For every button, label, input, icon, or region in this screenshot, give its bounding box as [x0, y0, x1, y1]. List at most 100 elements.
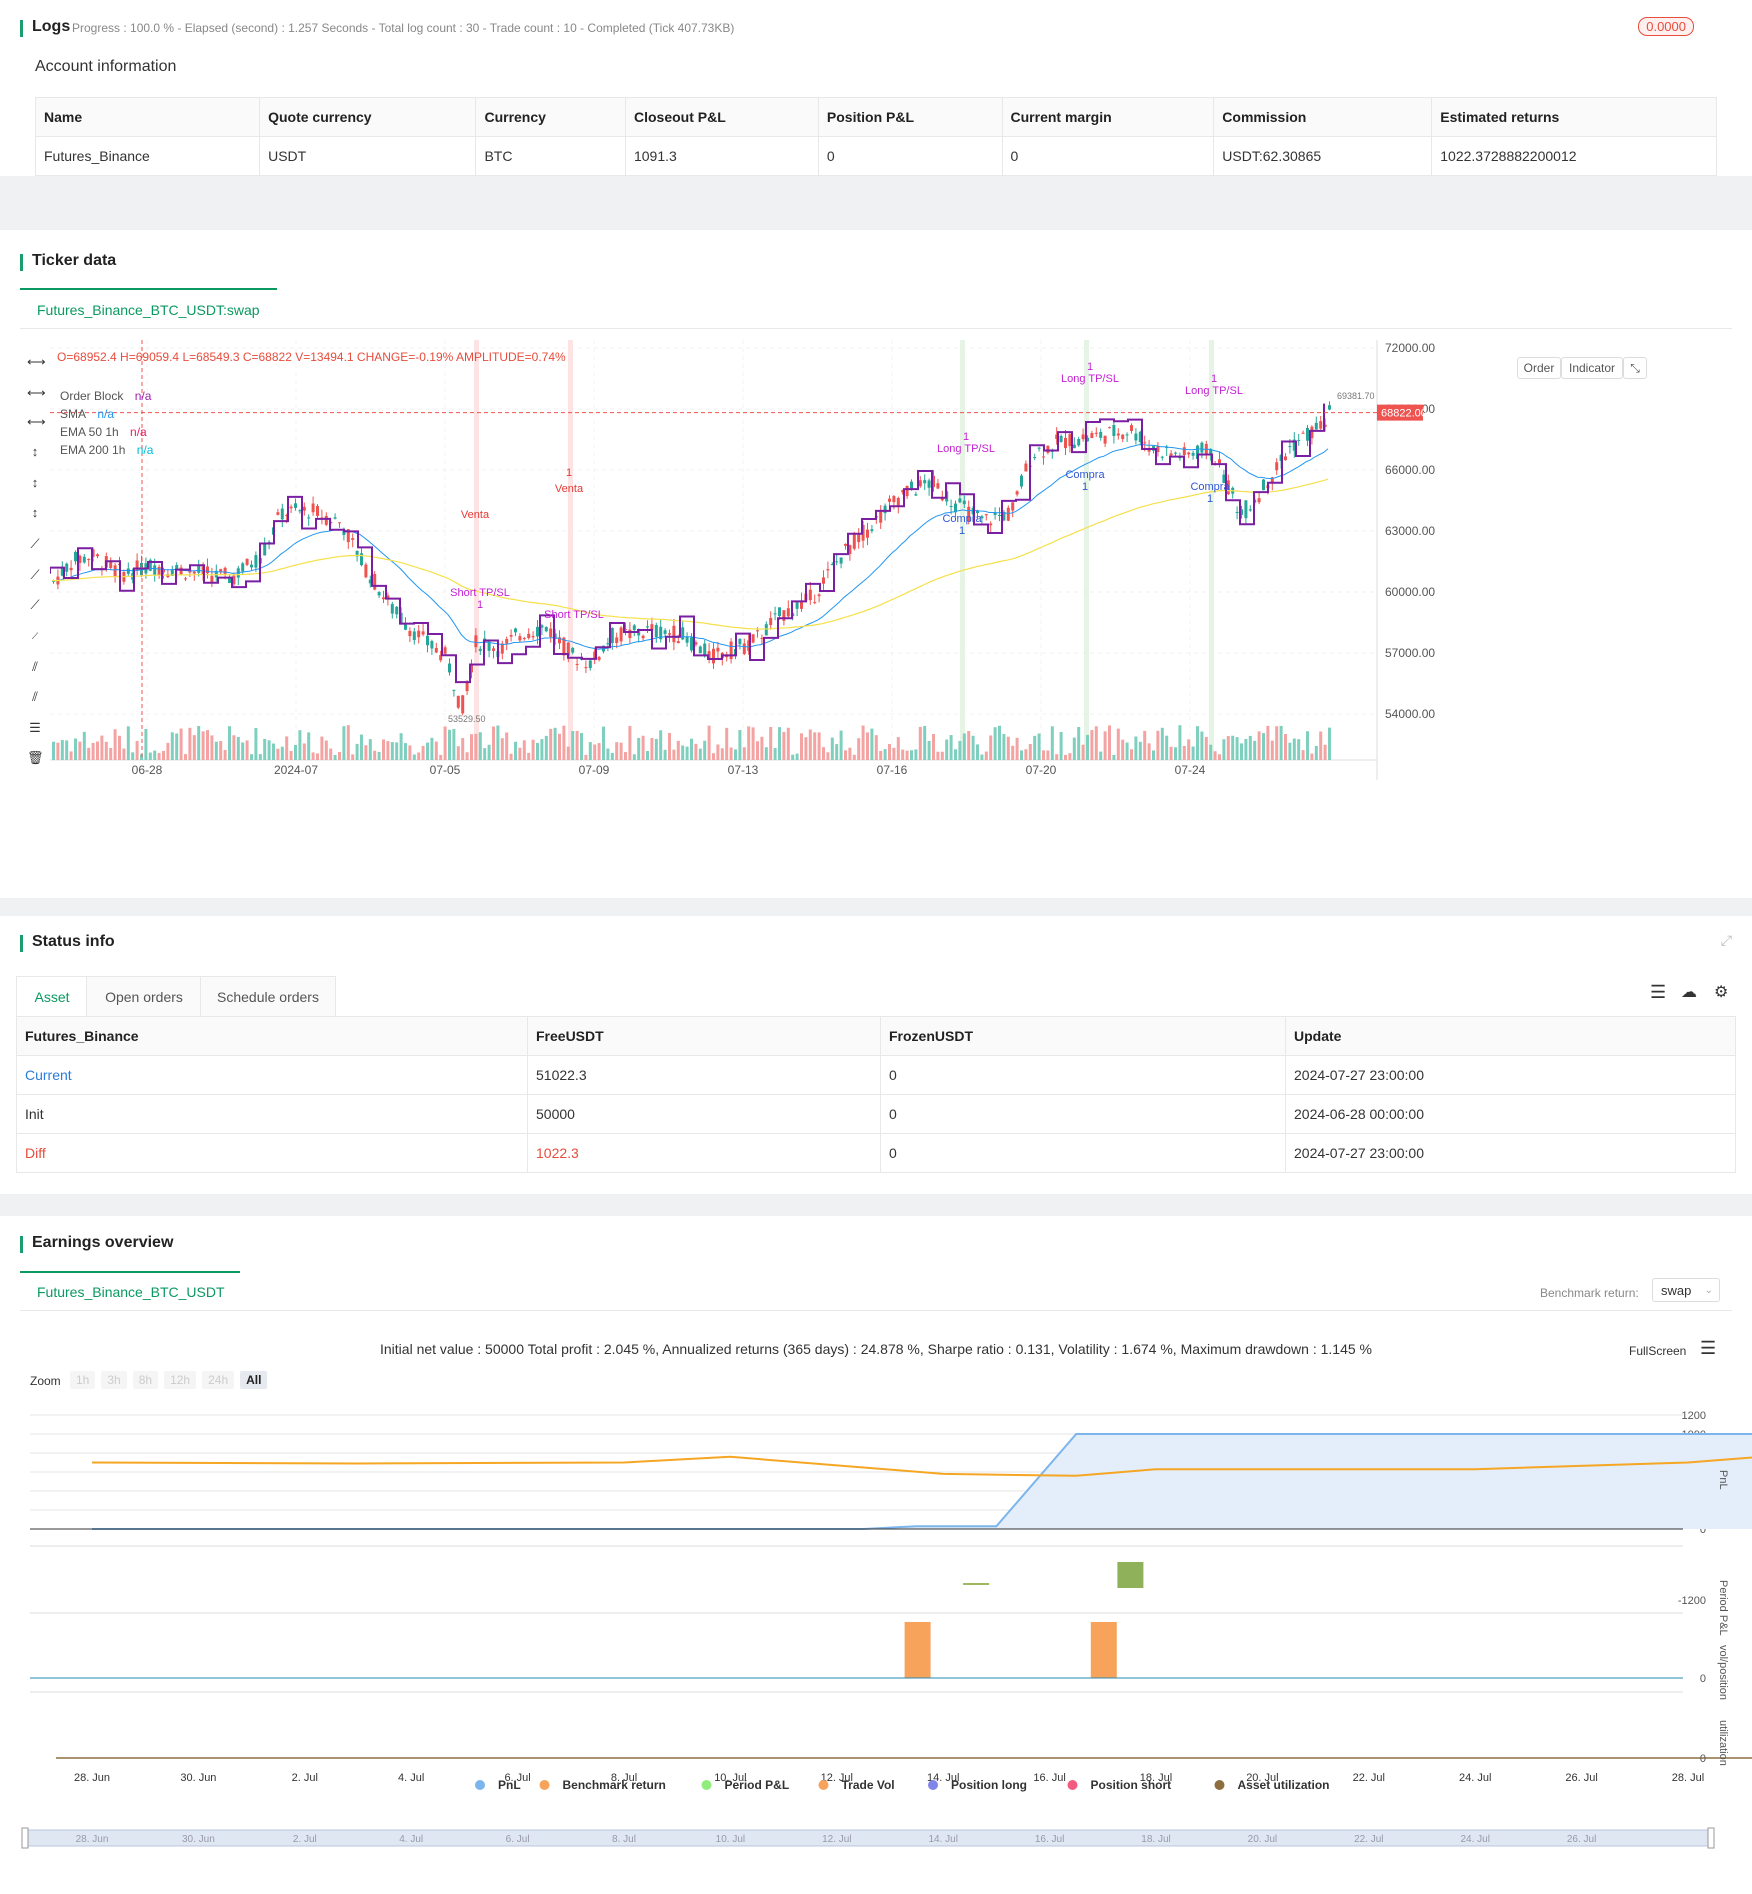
legend-label[interactable]: PnL	[498, 1778, 521, 1792]
free-usdt: 50000	[527, 1094, 881, 1134]
vertical-ray-icon[interactable]: ↕	[31, 505, 39, 520]
settings-gear-icon[interactable]: ⚙	[1714, 984, 1729, 1001]
arrow-line-icon[interactable]: ⟋	[30, 597, 40, 612]
volume-bar	[219, 740, 223, 760]
candle-body	[659, 626, 663, 640]
candle-body	[1235, 511, 1239, 513]
trade-vol-bar	[1090, 1622, 1117, 1678]
date-axis-label: 07-20	[1026, 763, 1057, 777]
list-icon[interactable]: ☰	[1650, 982, 1667, 1002]
candle-body	[250, 564, 253, 568]
horizontal-line-icon[interactable]: ⟷	[27, 385, 46, 400]
volume-bar	[817, 732, 821, 760]
volume-bar	[738, 730, 742, 760]
volume-bar	[936, 751, 940, 760]
candle-body	[78, 555, 82, 563]
candle-body	[962, 500, 966, 505]
candle-body	[443, 647, 447, 654]
order-button[interactable]: Order	[1517, 357, 1561, 379]
benchmark-select[interactable]: swap ⌄	[1652, 1278, 1720, 1302]
volume-bar	[1112, 754, 1116, 760]
vertical-line-icon[interactable]: ↕	[31, 444, 39, 459]
candle-body	[1248, 509, 1252, 511]
candle-body	[135, 560, 139, 571]
volume-bar	[575, 730, 579, 760]
volume-bar	[1169, 746, 1173, 760]
vertical-segment-icon[interactable]: ↕	[31, 475, 39, 490]
menu-icon[interactable]: ☰	[1700, 1338, 1717, 1358]
indicator-legend: Order Block n/a SMA n/a EMA 50 1h n/a EMA 2…	[60, 387, 153, 459]
navigator-handle-left[interactable]	[21, 1827, 29, 1849]
candle-body	[914, 494, 918, 496]
zoom-1h[interactable]: 1h	[70, 1371, 96, 1389]
legend-label[interactable]: Position short	[1091, 1778, 1172, 1792]
zoom-24h[interactable]: 24h	[202, 1371, 235, 1389]
legend-label[interactable]: Asset utilization	[1238, 1778, 1330, 1792]
collapse-icon[interactable]: ⤡	[1623, 357, 1647, 379]
volume-bar	[338, 752, 341, 760]
candle-body	[1270, 477, 1274, 483]
volume-bar	[144, 728, 148, 760]
volume-bar	[1231, 735, 1235, 760]
volume-bar	[945, 739, 949, 760]
candle-body	[210, 575, 214, 583]
candle-body	[681, 627, 685, 640]
candle-body	[1257, 498, 1261, 503]
candle-body	[1055, 434, 1059, 439]
trash-icon[interactable]: 🗑	[27, 750, 44, 765]
expand-icon[interactable]: ⤢	[1720, 932, 1732, 948]
horizontal-lines-icon[interactable]: ☰	[29, 720, 41, 735]
legend-label[interactable]: Trade Vol	[842, 1778, 895, 1792]
candlestick-chart[interactable]: 72000.0069000.0066000.0063000.0060000.00…	[50, 340, 1750, 860]
segment-icon[interactable]: ⟋	[30, 567, 40, 582]
volume-bar	[540, 739, 544, 760]
candle-body	[747, 640, 751, 651]
candle-body	[1284, 456, 1287, 461]
parallel-channel-icon[interactable]: ⫽	[32, 659, 38, 674]
fibonacci-icon[interactable]: ⫽	[32, 689, 38, 704]
earnings-tab[interactable]: Futures_Binance_BTC_USDT	[37, 1284, 225, 1300]
zoom-12h[interactable]: 12h	[164, 1371, 197, 1389]
volume-bar	[857, 738, 861, 760]
volume-bar	[162, 750, 165, 760]
ema-line	[51, 478, 1329, 630]
legend-label[interactable]: Position long	[951, 1778, 1027, 1792]
ticker-tab[interactable]: Futures_Binance_BTC_USDT:swap	[37, 302, 260, 318]
header-commission: Commission	[1213, 97, 1433, 137]
volume-bar	[914, 749, 918, 760]
navigator-handle-right[interactable]	[1707, 1827, 1715, 1849]
header-frozen-usdt: FrozenUSDT	[880, 1016, 1286, 1056]
signal-qty: 1	[1087, 361, 1093, 373]
signal-band	[960, 340, 965, 760]
indicator-button[interactable]: Indicator	[1561, 357, 1623, 379]
zoom-3h[interactable]: 3h	[101, 1371, 127, 1389]
candle-body	[342, 531, 346, 536]
candle-body	[927, 480, 931, 488]
fullscreen-button[interactable]: FullScreen	[1629, 1344, 1687, 1358]
ray-icon[interactable]: ⟷	[27, 414, 46, 429]
candle-body	[333, 517, 337, 519]
price-line-icon[interactable]: ⟋	[31, 631, 39, 641]
tab-asset[interactable]: Asset	[16, 976, 88, 1017]
zoom-8h[interactable]: 8h	[132, 1371, 159, 1389]
navigator-label: 2. Jul	[293, 1834, 317, 1845]
volume-bar	[492, 726, 495, 760]
trend-line-icon[interactable]: ⟋	[30, 536, 40, 551]
volume-bar	[1156, 730, 1160, 760]
legend-label[interactable]: Benchmark return	[563, 1778, 666, 1792]
zoom-all[interactable]: All	[240, 1371, 268, 1389]
tab-open-orders[interactable]: Open orders	[86, 976, 202, 1018]
volume-bar	[558, 733, 561, 760]
tab-schedule-orders[interactable]: Schedule orders	[200, 976, 336, 1018]
legend-value: n/a	[126, 425, 147, 439]
signal-qty: 1	[959, 525, 965, 537]
benchmark-value: swap	[1661, 1283, 1692, 1298]
legend-label[interactable]: Period P&L	[725, 1778, 790, 1792]
cloud-download-icon[interactable]: ☁	[1681, 984, 1697, 1001]
volume-bar	[602, 726, 605, 760]
crosshair-line-icon[interactable]: ⟷	[27, 354, 46, 369]
candle-body	[382, 597, 385, 600]
volume-bar	[91, 742, 95, 760]
candle-body	[1125, 434, 1129, 436]
